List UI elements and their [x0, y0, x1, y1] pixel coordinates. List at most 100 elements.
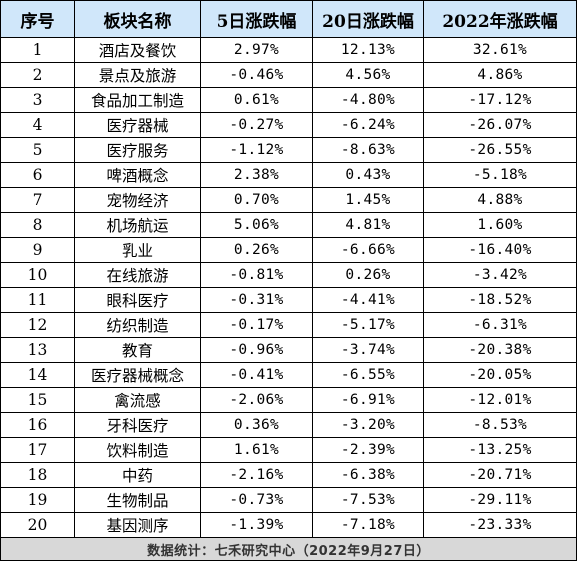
cell-sector-name: 食品加工制造: [74, 87, 201, 113]
cell-5day-change: -0.46%: [200, 62, 313, 88]
cell-index: 16: [0, 412, 75, 438]
table-row: 15 禽流感 -2.06% -6.91% -12.01%: [0, 387, 577, 413]
table-row: 16 牙科医疗 0.36% -3.20% -8.53%: [0, 412, 577, 438]
header-cell-index: 序号: [0, 0, 75, 38]
cell-index: 14: [0, 362, 75, 388]
cell-index: 18: [0, 462, 75, 488]
cell-2022-change: -3.42%: [423, 262, 577, 288]
cell-index: 1: [0, 37, 75, 63]
cell-20day-change: -3.74%: [312, 337, 424, 363]
header-cell-20day-change: 20日涨跌幅: [312, 0, 424, 38]
cell-sector-name: 基因测序: [74, 512, 201, 538]
cell-2022-change: -18.52%: [423, 287, 577, 313]
cell-2022-change: -20.38%: [423, 337, 577, 363]
header-cell-5day-change: 5日涨跌幅: [200, 0, 313, 38]
cell-sector-name: 医疗服务: [74, 137, 201, 163]
table-body: 1 酒店及餐饮 2.97% 12.13% 32.61% 2 景点及旅游 -0.46% 4.56%…: [0, 37, 577, 538]
cell-sector-name: 医疗器械: [74, 112, 201, 138]
table-row: 8 机场航运 5.06% 4.81% 1.60%: [0, 212, 577, 238]
cell-index: 7: [0, 187, 75, 213]
header-row: 序号 板块名称 5日涨跌幅 20日涨跌幅 2022年涨跌幅: [0, 0, 577, 38]
cell-index: 15: [0, 387, 75, 413]
cell-2022-change: 4.86%: [423, 62, 577, 88]
cell-2022-change: 4.88%: [423, 187, 577, 213]
cell-2022-change: 1.60%: [423, 212, 577, 238]
table-row: 3 食品加工制造 0.61% -4.80% -17.12%: [0, 87, 577, 113]
cell-20day-change: -6.24%: [312, 112, 424, 138]
cell-20day-change: -4.80%: [312, 87, 424, 113]
cell-5day-change: 1.61%: [200, 437, 313, 463]
cell-sector-name: 乳业: [74, 237, 201, 263]
cell-sector-name: 酒店及餐饮: [74, 37, 201, 63]
cell-20day-change: -2.39%: [312, 437, 424, 463]
cell-sector-name: 中药: [74, 462, 201, 488]
cell-5day-change: -0.31%: [200, 287, 313, 313]
cell-20day-change: 4.81%: [312, 212, 424, 238]
cell-5day-change: -2.16%: [200, 462, 313, 488]
cell-20day-change: 0.43%: [312, 162, 424, 188]
cell-2022-change: -16.40%: [423, 237, 577, 263]
table-row: 7 宠物经济 0.70% 1.45% 4.88%: [0, 187, 577, 213]
cell-2022-change: -29.11%: [423, 487, 577, 513]
cell-index: 5: [0, 137, 75, 163]
table-row: 5 医疗服务 -1.12% -8.63% -26.55%: [0, 137, 577, 163]
cell-5day-change: 2.97%: [200, 37, 313, 63]
cell-index: 13: [0, 337, 75, 363]
cell-5day-change: -1.39%: [200, 512, 313, 538]
table-row: 12 纺织制造 -0.17% -5.17% -6.31%: [0, 312, 577, 338]
cell-20day-change: 1.45%: [312, 187, 424, 213]
cell-20day-change: -7.18%: [312, 512, 424, 538]
cell-sector-name: 啤酒概念: [74, 162, 201, 188]
cell-20day-change: -7.53%: [312, 487, 424, 513]
cell-20day-change: -8.63%: [312, 137, 424, 163]
cell-index: 9: [0, 237, 75, 263]
cell-5day-change: 2.38%: [200, 162, 313, 188]
cell-index: 19: [0, 487, 75, 513]
cell-sector-name: 在线旅游: [74, 262, 201, 288]
cell-sector-name: 机场航运: [74, 212, 201, 238]
cell-5day-change: 0.26%: [200, 237, 313, 263]
cell-2022-change: -26.55%: [423, 137, 577, 163]
cell-20day-change: -3.20%: [312, 412, 424, 438]
footer-row: 数据统计：七禾研究中心（2022年9月27日）: [0, 537, 577, 561]
table-row: 6 啤酒概念 2.38% 0.43% -5.18%: [0, 162, 577, 188]
cell-index: 11: [0, 287, 75, 313]
cell-20day-change: -6.66%: [312, 237, 424, 263]
cell-sector-name: 眼科医疗: [74, 287, 201, 313]
table-row: 10 在线旅游 -0.81% 0.26% -3.42%: [0, 262, 577, 288]
cell-sector-name: 牙科医疗: [74, 412, 201, 438]
cell-5day-change: -2.06%: [200, 387, 313, 413]
cell-2022-change: -23.33%: [423, 512, 577, 538]
cell-5day-change: 0.36%: [200, 412, 313, 438]
cell-5day-change: -0.27%: [200, 112, 313, 138]
cell-2022-change: -12.01%: [423, 387, 577, 413]
table-row: 11 眼科医疗 -0.31% -4.41% -18.52%: [0, 287, 577, 313]
source-note: 数据统计：七禾研究中心（2022年9月27日）: [0, 537, 577, 561]
cell-sector-name: 景点及旅游: [74, 62, 201, 88]
cell-5day-change: 0.61%: [200, 87, 313, 113]
cell-sector-name: 教育: [74, 337, 201, 363]
table-row: 4 医疗器械 -0.27% -6.24% -26.07%: [0, 112, 577, 138]
cell-index: 4: [0, 112, 75, 138]
header-cell-2022-change: 2022年涨跌幅: [423, 0, 577, 38]
cell-5day-change: 5.06%: [200, 212, 313, 238]
cell-2022-change: -13.25%: [423, 437, 577, 463]
cell-2022-change: -20.71%: [423, 462, 577, 488]
table-row: 2 景点及旅游 -0.46% 4.56% 4.86%: [0, 62, 577, 88]
cell-5day-change: -0.17%: [200, 312, 313, 338]
table-row: 20 基因测序 -1.39% -7.18% -23.33%: [0, 512, 577, 538]
cell-index: 12: [0, 312, 75, 338]
table-row: 9 乳业 0.26% -6.66% -16.40%: [0, 237, 577, 263]
cell-5day-change: -0.96%: [200, 337, 313, 363]
cell-20day-change: -6.38%: [312, 462, 424, 488]
cell-index: 3: [0, 87, 75, 113]
table-row: 19 生物制品 -0.73% -7.53% -29.11%: [0, 487, 577, 513]
cell-2022-change: 32.61%: [423, 37, 577, 63]
cell-2022-change: -5.18%: [423, 162, 577, 188]
cell-2022-change: -20.05%: [423, 362, 577, 388]
cell-2022-change: -26.07%: [423, 112, 577, 138]
cell-5day-change: -0.81%: [200, 262, 313, 288]
cell-20day-change: 12.13%: [312, 37, 424, 63]
